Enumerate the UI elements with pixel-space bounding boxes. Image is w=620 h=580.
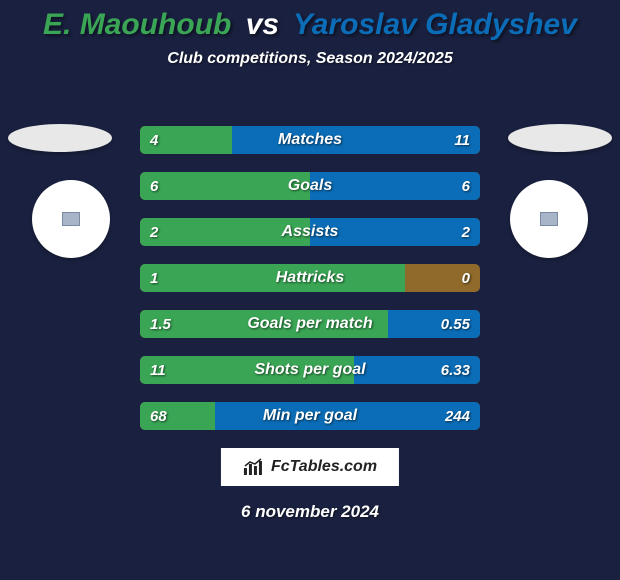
stat-label: Goals [140, 172, 480, 200]
stat-value-left: 1.5 [140, 310, 181, 338]
team2-flag-icon [508, 124, 612, 152]
team2-club-icon [510, 180, 588, 258]
stat-label: Matches [140, 126, 480, 154]
player1-name: E. Maouhoub [43, 8, 231, 41]
brand-chart-icon [243, 458, 265, 476]
team1-flag-icon [8, 124, 112, 152]
stat-value-right: 0 [452, 264, 480, 292]
stat-label: Shots per goal [140, 356, 480, 384]
stat-value-left: 2 [140, 218, 168, 246]
stat-value-right: 0.55 [431, 310, 480, 338]
stat-value-right: 244 [435, 402, 480, 430]
team1-club-icon [32, 180, 110, 258]
stat-value-left: 68 [140, 402, 177, 430]
stat-value-right: 11 [444, 126, 480, 154]
vs-text: vs [246, 8, 279, 41]
stat-value-left: 11 [140, 356, 176, 384]
subtitle: Club competitions, Season 2024/2025 [0, 50, 620, 68]
stats-bars: Matches4 11 Goals6 6 Assists2 2 Hattricks1 0 Goa… [140, 126, 480, 448]
stat-value-left: 6 [140, 172, 168, 200]
stat-value-right: 6.33 [431, 356, 480, 384]
date-text: 6 november 2024 [0, 502, 620, 522]
stat-label: Goals per match [140, 310, 480, 338]
stat-value-left: 4 [140, 126, 168, 154]
stat-label: Min per goal [140, 402, 480, 430]
stat-value-left: 1 [140, 264, 168, 292]
player2-name: Yaroslav Gladyshev [293, 8, 577, 41]
stat-row: Assists2 2 [140, 218, 480, 246]
page-title: E. Maouhoub vs Yaroslav Gladyshev [0, 0, 620, 42]
stat-row: Matches4 11 [140, 126, 480, 154]
stat-row: Min per goal68 244 [140, 402, 480, 430]
stat-row: Shots per goal11 6.33 [140, 356, 480, 384]
stat-row: Hattricks1 0 [140, 264, 480, 292]
stat-row: Goals per match1.5 0.55 [140, 310, 480, 338]
brand-text: FcTables.com [271, 458, 377, 476]
brand-badge: FcTables.com [221, 448, 399, 486]
stat-row: Goals6 6 [140, 172, 480, 200]
stat-value-right: 2 [452, 218, 480, 246]
stat-label: Hattricks [140, 264, 480, 292]
stat-value-right: 6 [452, 172, 480, 200]
stat-label: Assists [140, 218, 480, 246]
